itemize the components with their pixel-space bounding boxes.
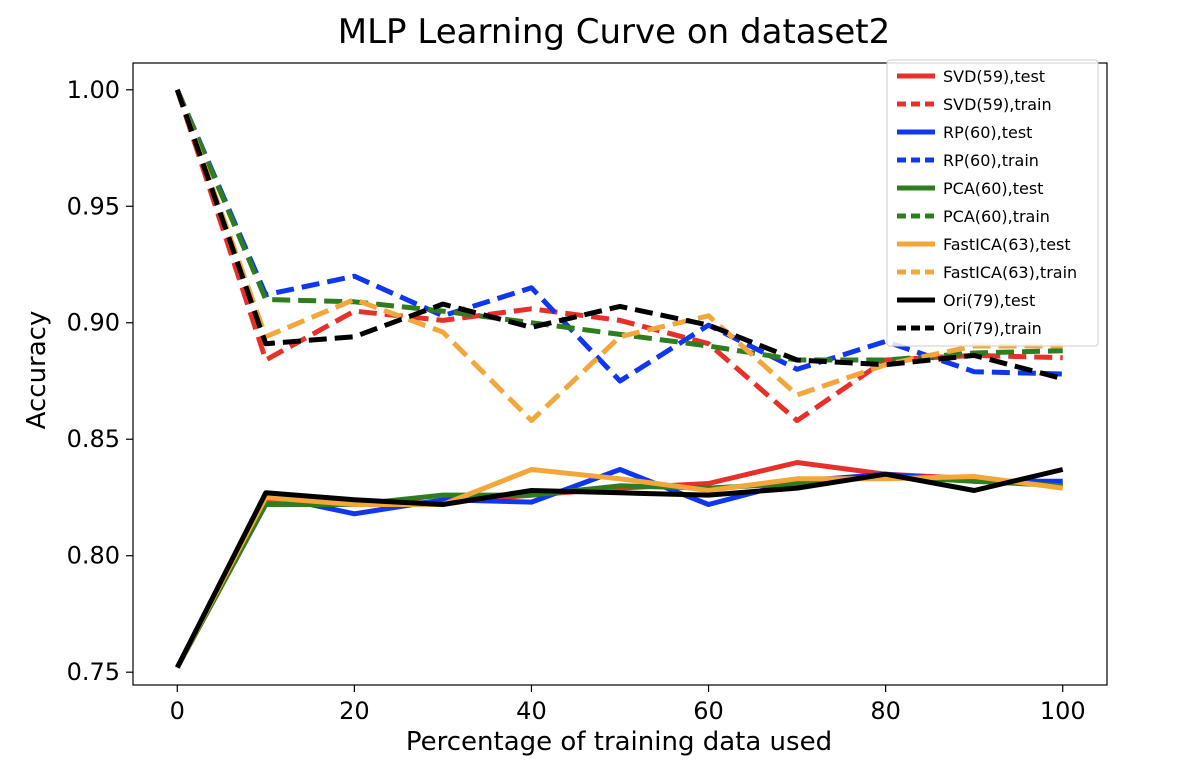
x-tick-label: 80 [870,697,901,725]
axes-layer: 0 20 40 60 80 100 0.75 0.80 0.85 0.90 0.95 1.00 [67,76,1086,725]
legend-entry: FastICA(63),train [943,263,1077,282]
x-tick-label: 60 [693,697,724,725]
legend-entry: SVD(59),test [943,67,1045,86]
y-tick-label: 0.75 [67,658,120,686]
series-line-8 [174,88,1063,424]
legend-entry: PCA(60),train [943,207,1050,226]
y-tick-label: 0.90 [67,309,120,337]
x-axis-label: Percentage of training data used [406,727,832,757]
legend-box [886,59,1099,347]
x-tick-label: 20 [339,697,370,725]
chart-title: MLP Learning Curve on dataset2 [338,12,890,52]
x-tick-label: 40 [516,697,547,725]
legend-entry: PCA(60),test [943,179,1043,198]
legend-entry: FastICA(63),test [943,235,1071,254]
x-tick-label: 0 [170,697,185,725]
y-axis-label: Accuracy [22,311,52,430]
y-tick-label: 0.80 [67,542,120,570]
series-layer [174,88,1064,669]
series-line-4 [175,88,1063,384]
legend-entry: Ori(79),train [943,319,1042,338]
y-tick-label: 0.95 [67,192,120,220]
legend-entry: Ori(79),test [943,291,1035,310]
x-tick-label: 100 [1040,697,1086,725]
legend-entry: SVD(59),train [943,95,1052,114]
series-line-9 [175,467,1064,669]
series-line-6 [174,88,1063,363]
legend: SVD(59),test SVD(59),train RP(60),test RP(6… [886,59,1099,347]
y-tick-label: 0.85 [67,425,120,453]
series-line-2 [174,89,1063,424]
legend-entry: RP(60),train [943,151,1039,170]
y-tick-label: 1.00 [67,76,120,104]
legend-entry: RP(60),test [943,123,1032,142]
series-line-10 [174,88,1064,382]
